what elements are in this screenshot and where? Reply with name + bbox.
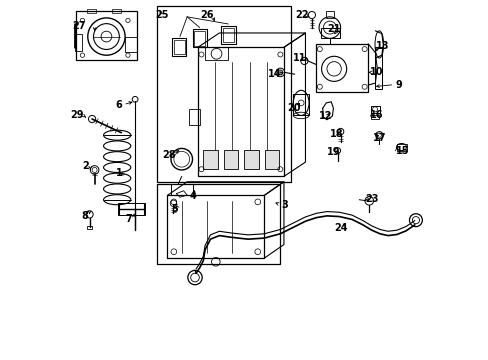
Circle shape [277,70,282,75]
Bar [204,47,228,60]
Bar [188,109,199,125]
Bar [293,94,308,116]
Bar [264,149,279,169]
Text: 23: 23 [365,194,378,204]
Bar [86,9,96,13]
Bar [375,47,381,89]
Text: 5: 5 [171,204,178,214]
Text: 16: 16 [369,111,383,121]
Bar [172,39,186,56]
Bar [370,115,379,119]
Text: 26: 26 [200,10,213,20]
Bar [320,28,340,39]
Text: 3: 3 [281,200,287,210]
Text: 7: 7 [125,215,132,224]
Bar [174,40,184,54]
Text: 22: 22 [295,10,308,20]
Bar [194,31,204,45]
Bar [75,34,81,51]
Text: 12: 12 [318,111,332,121]
Text: 8: 8 [81,211,88,221]
Text: 21: 21 [327,24,340,35]
Text: 13: 13 [375,41,388,50]
Bar [244,149,258,169]
Text: 9: 9 [394,80,401,90]
Text: 15: 15 [395,146,408,156]
Text: 29: 29 [70,111,83,121]
Bar [112,9,121,13]
Text: 18: 18 [329,129,343,139]
Text: 20: 20 [286,103,300,113]
Bar [171,184,192,195]
Bar [156,184,280,264]
Bar [316,44,367,92]
Bar [125,37,137,51]
Bar [203,149,217,169]
Bar [325,12,333,18]
Bar [76,12,137,60]
Text: 4: 4 [189,191,196,201]
Bar [192,30,206,47]
Bar [86,226,92,229]
Bar [223,28,233,42]
Bar [396,144,406,150]
Bar [156,6,290,182]
Text: 28: 28 [162,150,176,160]
Text: 25: 25 [155,10,168,20]
Text: 27: 27 [72,21,85,31]
Text: 6: 6 [115,100,122,110]
Bar [198,47,284,176]
Bar [224,149,238,169]
Text: 1: 1 [115,168,122,178]
Text: 2: 2 [82,161,89,171]
Text: 14: 14 [268,69,281,79]
Bar [370,106,379,113]
Bar [221,26,235,44]
Text: 17: 17 [372,133,386,143]
Text: 24: 24 [334,224,347,233]
Text: 11: 11 [293,53,306,63]
Text: 10: 10 [370,67,383,77]
Bar [118,203,144,215]
Text: 19: 19 [327,147,340,157]
